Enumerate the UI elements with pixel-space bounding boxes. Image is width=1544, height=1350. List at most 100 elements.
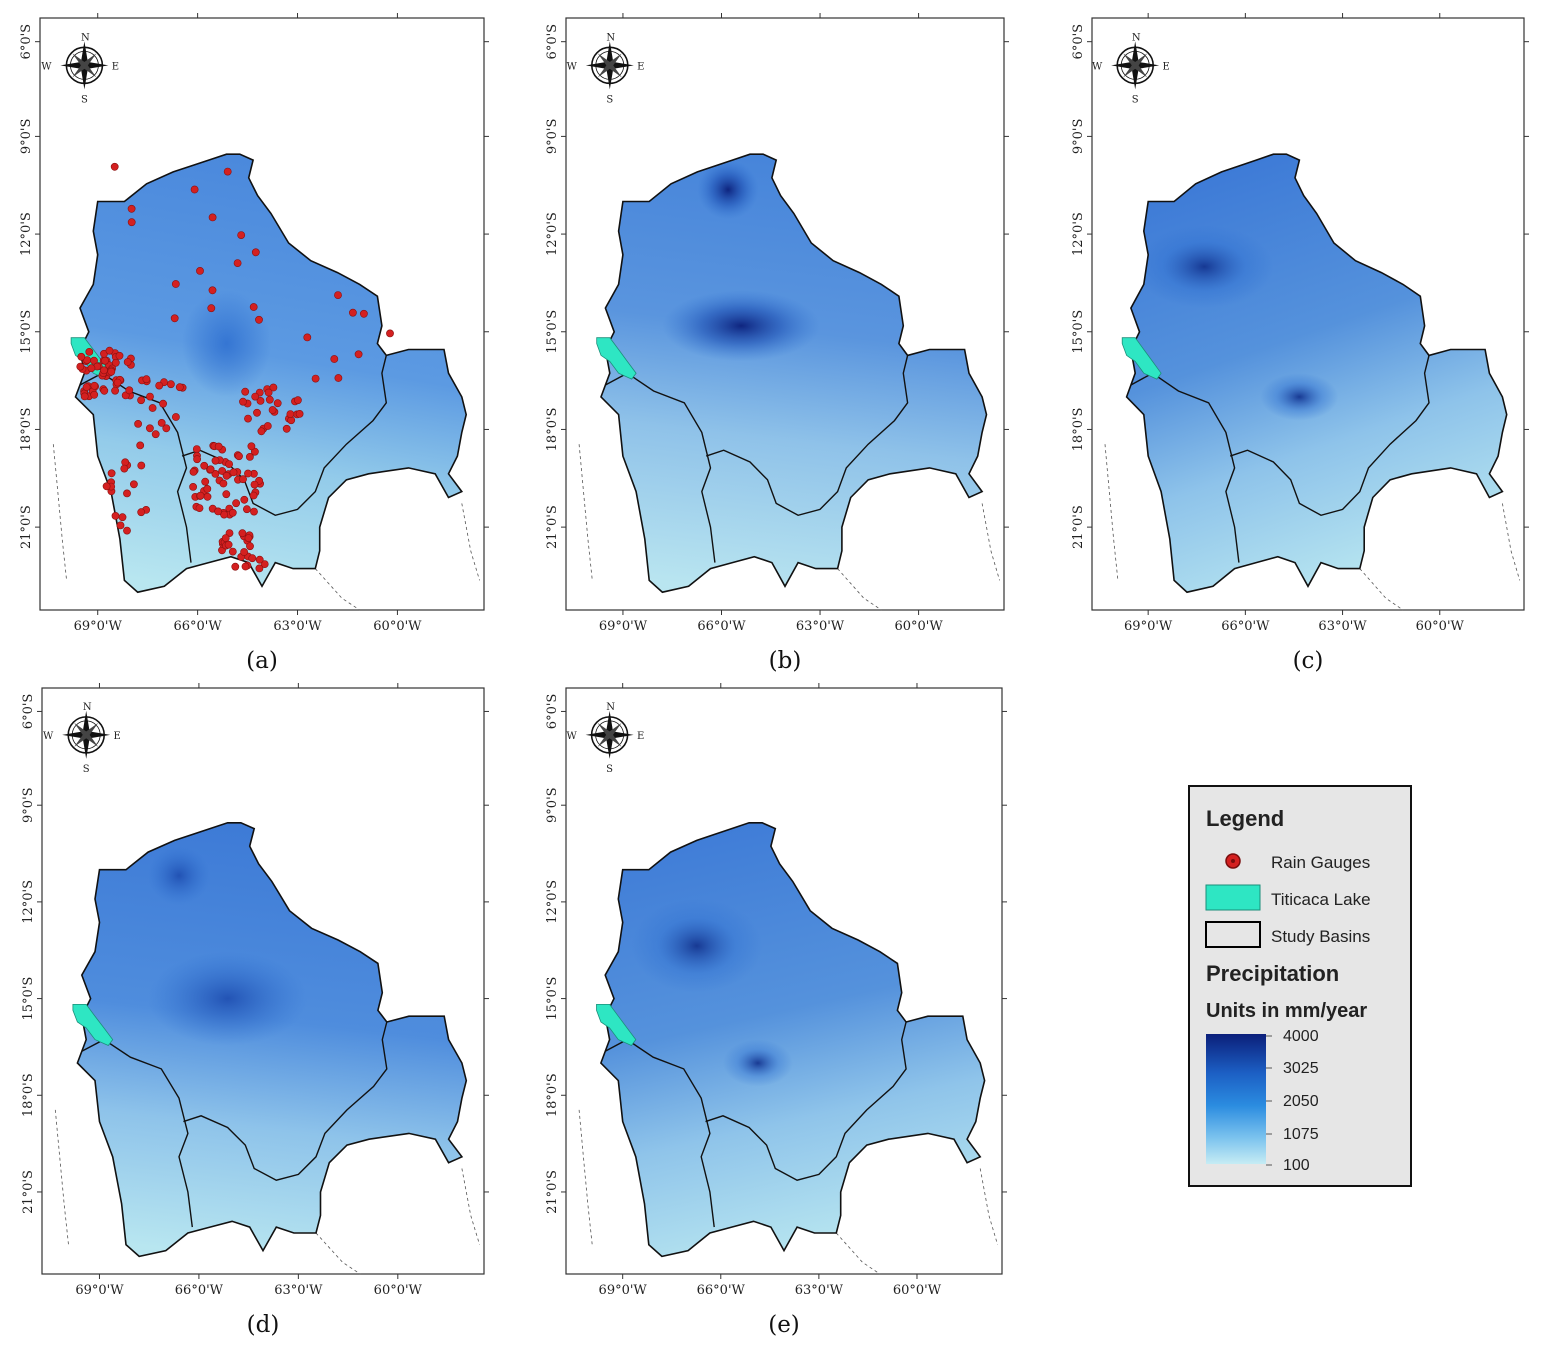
lat-tick-label: 9°0'S	[21, 787, 36, 823]
rain-gauge	[286, 410, 295, 418]
rain-gauge	[125, 386, 134, 395]
rain-gauge	[116, 521, 125, 530]
lon-tick-label: 69°0'W	[75, 1283, 124, 1298]
rain-gauge	[107, 367, 116, 376]
titicaca-lake	[596, 1004, 637, 1046]
panel-caption-a: (a)	[246, 648, 278, 674]
rain-gauge	[136, 441, 145, 450]
panel-caption-b: (b)	[769, 648, 802, 674]
lat-tick-label: 18°0'S	[21, 1073, 36, 1117]
precipitation-high	[662, 290, 821, 362]
north-arrow-icon: N S E W	[1092, 32, 1170, 105]
lat-tick-label: 18°0'S	[19, 408, 34, 452]
rain-gauge	[171, 280, 180, 288]
rain-gauge	[190, 185, 199, 194]
country-outline	[74, 153, 468, 594]
rain-gauge	[189, 467, 198, 476]
rain-gauge	[118, 513, 127, 522]
precipitation-surface	[77, 822, 467, 1257]
lon-tick-label: 60°0'W	[373, 619, 422, 634]
rain-gauge	[105, 346, 114, 355]
compass-letter-w: W	[1092, 61, 1103, 72]
rain-gauge	[293, 396, 302, 405]
ramp-label: 4000	[1283, 1028, 1319, 1045]
study-basin-boundary	[1130, 372, 1240, 563]
rain-gauge	[208, 286, 217, 295]
country-outline	[76, 822, 468, 1258]
compass-letter-e: E	[112, 61, 119, 72]
rain-gauge	[245, 452, 254, 461]
rain-gauge	[224, 540, 233, 549]
ramp-label: 1075	[1283, 1126, 1319, 1143]
study-basin-boundary	[1229, 355, 1430, 517]
rain-gauge	[101, 356, 109, 365]
map-panel-b: N S E W 6°0'S 9°0'S 12°0'S 15°0'S 18°0'S 21°0'S 69…	[545, 13, 1009, 674]
legend-item-titicaca-lake: Titicaca Lake	[1271, 890, 1371, 909]
compass-letter-w: W	[41, 61, 52, 72]
rain-gauge	[195, 504, 204, 512]
rain-gauge	[146, 392, 154, 401]
rain-gauge	[223, 167, 232, 176]
rain-gauge	[231, 562, 240, 571]
rain-gauge	[100, 386, 109, 395]
rain-gauge	[239, 397, 247, 406]
rain-gauge	[249, 491, 258, 500]
lon-tick-label: 69°0'W	[74, 619, 123, 634]
neighbor-border	[981, 503, 1000, 581]
study-basin-boundary	[81, 1038, 193, 1228]
rain-gauge	[82, 383, 91, 391]
lon-tick-label: 69°0'W	[599, 619, 648, 634]
panel-caption-e: (e)	[768, 1312, 800, 1338]
rain-gauge	[157, 418, 166, 427]
rain-gauge	[196, 491, 205, 500]
rain-gauge	[222, 490, 231, 499]
rain-gauge	[134, 419, 142, 428]
compass-letter-n: N	[1132, 32, 1141, 43]
rain-gauge	[233, 259, 242, 267]
rain-gauge	[85, 347, 94, 356]
rain-gauge	[196, 266, 204, 275]
rain-gauge	[115, 351, 124, 360]
lon-tick-label: 60°0'W	[1416, 619, 1465, 634]
rain-gauge	[151, 430, 160, 439]
lat-tick-label: 18°0'S	[1071, 408, 1086, 452]
rain-gauge	[211, 456, 220, 465]
neighbor-border	[578, 444, 593, 581]
rain-gauge	[193, 455, 201, 464]
rain-gauge-symbol-center	[1231, 859, 1235, 863]
lat-tick-label: 21°0'S	[21, 1170, 36, 1214]
lat-tick-label: 15°0'S	[19, 310, 34, 354]
neighbor-border	[52, 444, 67, 581]
rain-gauge	[90, 390, 99, 399]
lon-tick-label: 60°0'W	[374, 1283, 423, 1298]
rain-gauge	[248, 554, 257, 563]
neighbor-border	[1502, 503, 1521, 581]
map-panel-d: N S E W 6°0'S 9°0'S 12°0'S 15°0'S 18°0'S 21°0'S 69…	[21, 683, 489, 1338]
study-basin-boundary	[605, 372, 716, 563]
north-arrow-icon: N S E W	[567, 32, 645, 105]
rain-gauge	[211, 469, 220, 478]
rain-gauge	[268, 406, 277, 414]
precipitation-high	[697, 160, 759, 220]
rain-gauge	[247, 442, 256, 451]
rain-gauge	[207, 304, 216, 313]
rain-gauge	[219, 479, 228, 488]
lon-tick-label: 66°0'W	[697, 1283, 746, 1298]
precipitation-high	[722, 1039, 793, 1087]
study-basin-boundary	[705, 1021, 907, 1181]
rain-gauge	[241, 562, 250, 571]
rain-gauge	[244, 534, 253, 542]
rain-gauge	[249, 303, 258, 311]
neighbor-border	[461, 503, 480, 581]
rain-gauge	[208, 213, 217, 222]
study-basins-symbol	[1205, 921, 1261, 948]
compass-letter-e: E	[637, 61, 644, 72]
rain-gauge	[246, 542, 254, 551]
compass-letter-s: S	[81, 94, 88, 105]
compass-letter-s: S	[606, 764, 613, 775]
neighbor-border	[578, 1109, 593, 1245]
study-basin-boundary	[604, 1038, 715, 1228]
rain-gauge	[206, 465, 215, 474]
rain-gauge	[240, 495, 249, 504]
neighbor-border	[1359, 568, 1404, 611]
